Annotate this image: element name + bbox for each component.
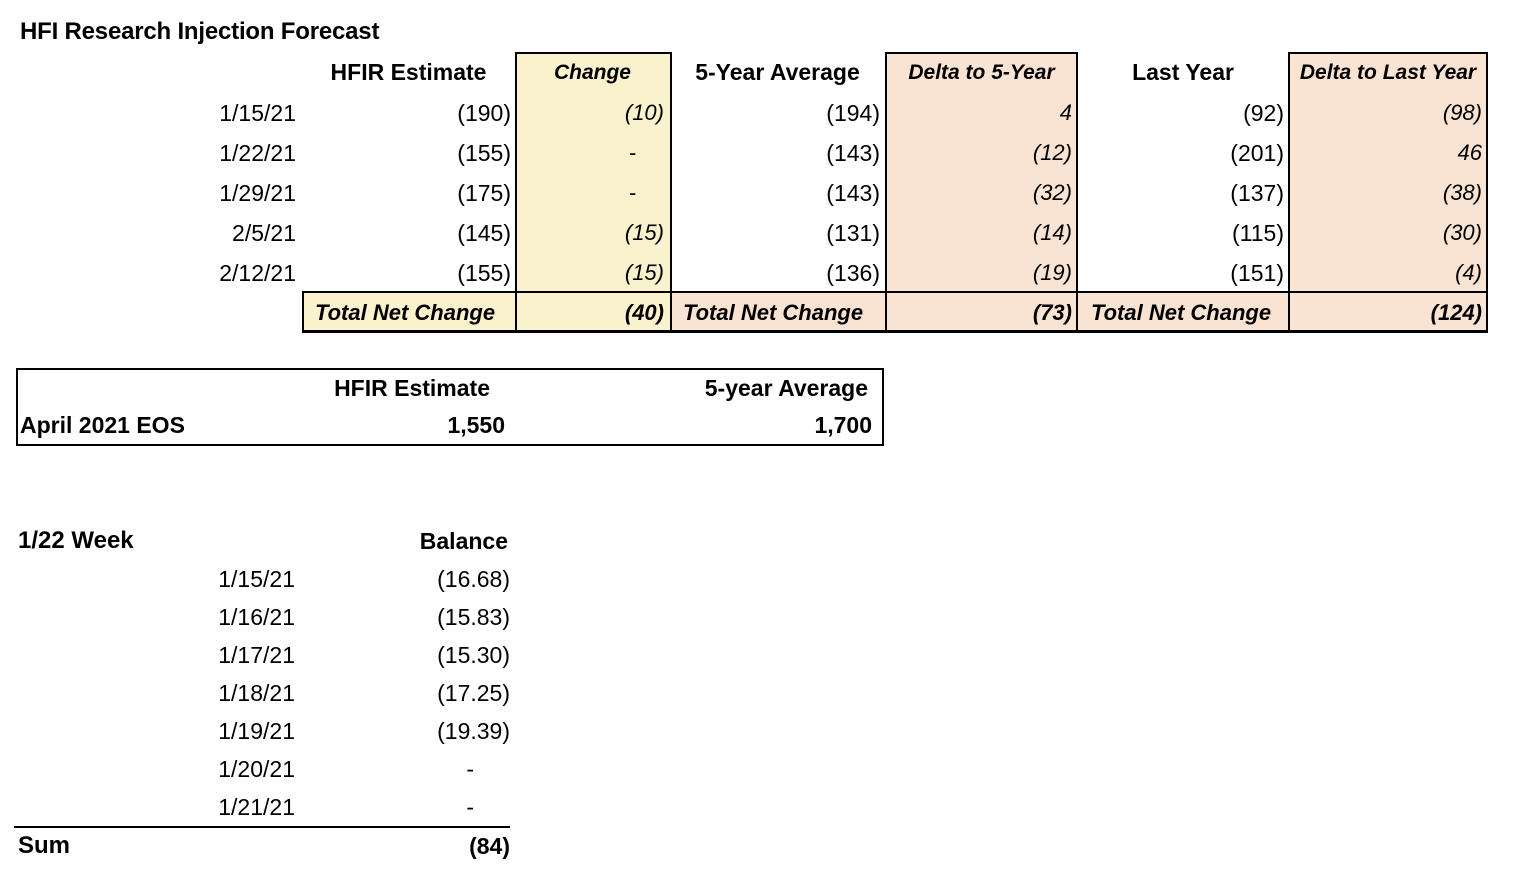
eos-corner-cell: [18, 370, 256, 407]
week-balance-cell: (17.25): [437, 679, 510, 706]
week-date-cell: 1/18/21: [218, 679, 295, 706]
forecast-total-spacer: [0, 293, 302, 333]
forecast-avg5-cell: (131): [826, 219, 880, 246]
forecast-hfir-cell: (145): [457, 219, 511, 246]
week-date-cell: 1/20/21: [218, 755, 295, 782]
week-row-spacer: [14, 674, 180, 712]
col-header-change: Change: [515, 52, 670, 93]
week-date-cell: 1/15/21: [218, 565, 295, 592]
forecast-date-cell: 1/29/21: [219, 179, 296, 206]
total-net-change-label-hfir: Total Net Change: [302, 293, 515, 333]
week-row-spacer: [14, 636, 180, 674]
eos-hfir-value: 1,550: [447, 412, 505, 438]
forecast-deltaly-cell: (4): [1288, 253, 1488, 293]
week-balance-cell: (15.30): [437, 641, 510, 668]
forecast-lastyear-cell: (92): [1243, 99, 1284, 126]
forecast-date-cell: 2/12/21: [219, 259, 296, 286]
sum-label: Sum: [14, 826, 180, 864]
eos-table: HFIR Estimate 5-year Average April 2021 …: [18, 370, 882, 444]
forecast-delta5-cell: (19): [885, 253, 1078, 293]
week-balance-cell: -: [466, 755, 474, 782]
forecast-hfir-cell: (175): [457, 179, 511, 206]
forecast-delta5-cell: 4: [885, 93, 1078, 133]
eos-row-label: April 2021 EOS: [20, 412, 185, 438]
total-net-change-label-lastyear: Total Net Change: [1078, 293, 1288, 333]
week-date-cell: 1/16/21: [218, 603, 295, 630]
col-header-delta-5yr: Delta to 5-Year: [885, 52, 1078, 93]
sum-value: (84): [295, 826, 510, 864]
total-net-change-label-5yr: Total Net Change: [670, 293, 885, 333]
forecast-delta5-cell: (12): [885, 133, 1078, 173]
forecast-deltaly-cell: (30): [1288, 213, 1488, 253]
forecast-deltaly-cell: 46: [1288, 133, 1488, 173]
forecast-hfir-cell: (190): [457, 99, 511, 126]
forecast-avg5-cell: (136): [826, 259, 880, 286]
forecast-avg5-cell: (143): [826, 139, 880, 166]
eos-header-hfir-estimate: HFIR Estimate: [334, 375, 490, 401]
page-title: HFI Research Injection Forecast: [20, 18, 380, 45]
sum-spacer: [180, 826, 295, 864]
total-net-change-value-lastyear: (124): [1288, 293, 1488, 333]
forecast-date-cell: 2/5/21: [232, 219, 296, 246]
forecast-date-cell: 1/22/21: [219, 139, 296, 166]
forecast-avg5-cell: (143): [826, 179, 880, 206]
forecast-lastyear-cell: (151): [1230, 259, 1284, 286]
col-header-5yr-average: 5-Year Average: [695, 59, 860, 85]
forecast-change-cell: (15): [515, 213, 670, 253]
forecast-lastyear-cell: (115): [1232, 219, 1284, 246]
week-balance-cell: -: [466, 793, 474, 820]
col-header-last-year: Last Year: [1132, 59, 1234, 85]
col-header-hfir-estimate: HFIR Estimate: [330, 59, 487, 85]
week-row-spacer: [14, 598, 180, 636]
forecast-hfir-cell: (155): [457, 139, 511, 166]
forecast-change-cell: (10): [515, 93, 670, 133]
forecast-avg5-cell: (194): [826, 99, 880, 126]
week-header-spacer: [180, 522, 295, 560]
week-balance-cell: (15.83): [437, 603, 510, 630]
forecast-corner-cell: [0, 52, 302, 93]
forecast-change-cell: -: [515, 133, 670, 173]
forecast-table: HFIR Estimate Change 5-Year Average Delt…: [0, 52, 1488, 333]
week-row-spacer: [14, 560, 180, 598]
eos-header-5yr-average: 5-year Average: [704, 375, 868, 401]
week-row-spacer: [14, 750, 180, 788]
forecast-delta5-cell: (14): [885, 213, 1078, 253]
week-date-cell: 1/17/21: [218, 641, 295, 668]
week-date-cell: 1/21/21: [218, 793, 295, 820]
week-date-cell: 1/19/21: [218, 717, 295, 744]
week-table-title: 1/22 Week: [18, 527, 134, 554]
total-net-change-value-hfir: (40): [515, 293, 670, 333]
forecast-delta5-cell: (32): [885, 173, 1078, 213]
eos-avg5-value: 1,700: [814, 412, 872, 438]
forecast-lastyear-cell: (137): [1230, 179, 1284, 206]
forecast-hfir-cell: (155): [457, 259, 511, 286]
forecast-change-cell: (15): [515, 253, 670, 293]
forecast-deltaly-cell: (38): [1288, 173, 1488, 213]
total-net-change-value-5yr: (73): [885, 293, 1078, 333]
week-row-spacer: [14, 712, 180, 750]
col-header-delta-last-year: Delta to Last Year: [1288, 52, 1488, 93]
forecast-date-cell: 1/15/21: [219, 99, 296, 126]
week-row-spacer: [14, 788, 180, 826]
forecast-deltaly-cell: (98): [1288, 93, 1488, 133]
forecast-lastyear-cell: (201): [1230, 139, 1284, 166]
week-balance-cell: (16.68): [437, 565, 510, 592]
week-balance-cell: (19.39): [437, 717, 510, 744]
forecast-change-cell: -: [515, 173, 670, 213]
balance-column-header: Balance: [419, 527, 508, 554]
week-balance-table: 1/22 Week Balance 1/15/21 (16.68) 1/16/2…: [14, 522, 510, 864]
